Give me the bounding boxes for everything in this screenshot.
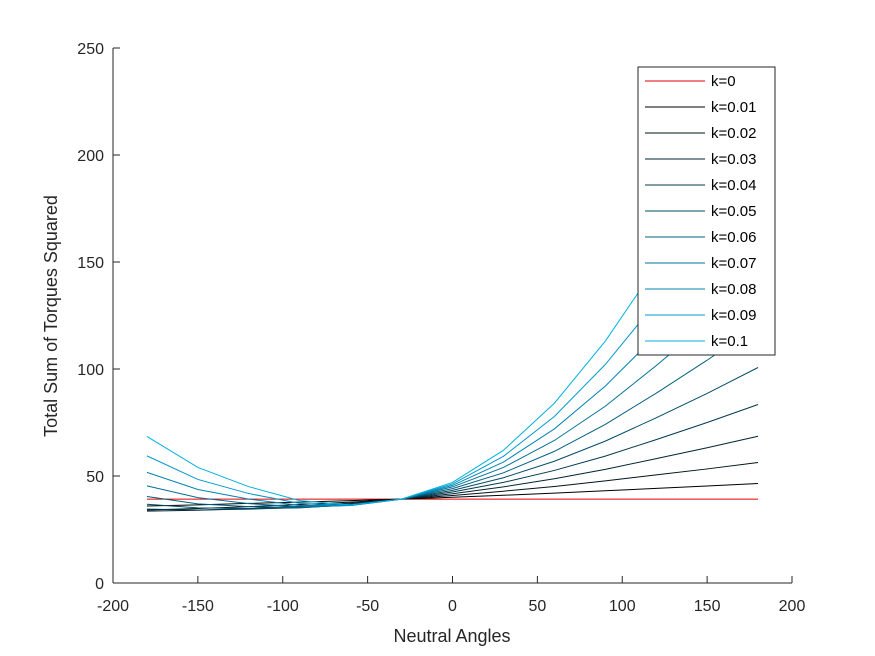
y-tick-label: 50: [86, 469, 104, 486]
y-tick-label: 100: [77, 362, 104, 379]
legend: k=0 k=0.01 k=0.02 k=0.03 k=0.04 k=0.05 k=0.06 k…: [637, 66, 776, 356]
legend-label: k=0.07: [711, 255, 756, 272]
x-tick-label: -50: [356, 598, 379, 615]
legend-label: k=0.01: [711, 99, 756, 116]
series-line: [146, 277, 759, 508]
legend-label: k=0.08: [711, 281, 756, 298]
y-tick-label: 200: [77, 148, 104, 165]
series-line: [146, 404, 759, 511]
legend-label: k=0.09: [711, 307, 756, 324]
x-tick-label: -100: [267, 598, 299, 615]
x-tick-label: -200: [97, 598, 129, 615]
x-tick-label: 50: [528, 598, 546, 615]
y-tick-label: 0: [95, 576, 104, 593]
legend-label: k=0.05: [711, 203, 756, 220]
legend-label: k=0.1: [711, 333, 748, 350]
x-axis-label: Neutral Angles: [393, 626, 510, 646]
legend-label: k=0.04: [711, 177, 756, 194]
legend-label: k=0.02: [711, 125, 756, 142]
x-tick-label: 100: [609, 598, 636, 615]
y-axis-label: Total Sum of Torques Squared: [41, 195, 61, 437]
x-tick-label: 200: [779, 598, 806, 615]
series-line: [146, 367, 759, 510]
y-tick-label: 150: [77, 255, 104, 272]
legend-label: k=0.06: [711, 229, 756, 246]
legend-label: k=0.03: [711, 151, 756, 168]
x-tick-label: 150: [694, 598, 721, 615]
x-tick-label: 0: [448, 598, 457, 615]
y-tick-label: 250: [77, 41, 104, 58]
series-line: [146, 324, 759, 509]
x-tick-label: -150: [182, 598, 214, 615]
legend-label: k=0: [711, 73, 736, 90]
